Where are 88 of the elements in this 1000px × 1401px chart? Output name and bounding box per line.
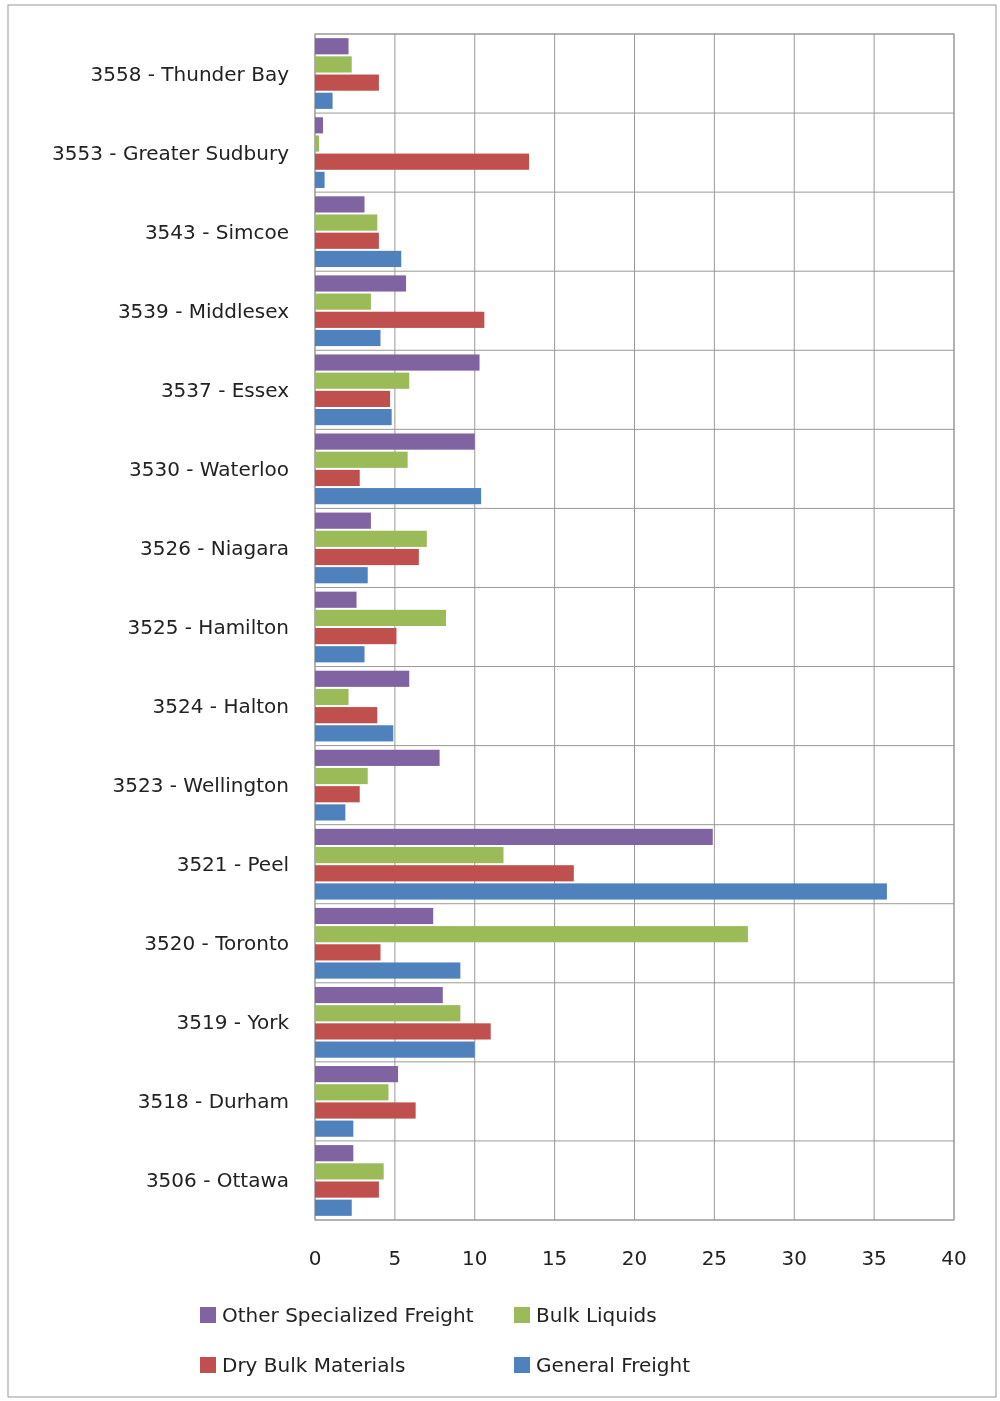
bar bbox=[315, 451, 408, 468]
bar bbox=[315, 926, 748, 943]
bar bbox=[315, 907, 434, 925]
legend-label: Other Specialized Freight bbox=[222, 1303, 474, 1327]
bar bbox=[315, 767, 368, 785]
y-tick-label: 3525 - Hamilton bbox=[127, 615, 289, 639]
y-tick-label: 3524 - Halton bbox=[152, 694, 289, 719]
bar bbox=[315, 1102, 416, 1119]
bar bbox=[315, 293, 371, 310]
bar bbox=[315, 1023, 491, 1040]
legend-label: General Freight bbox=[536, 1353, 691, 1377]
bar bbox=[315, 512, 371, 529]
bar bbox=[315, 117, 323, 134]
x-tick-label: 15 bbox=[541, 1246, 568, 1270]
x-tick-label: 40 bbox=[941, 1246, 967, 1270]
bar bbox=[315, 670, 410, 687]
bar bbox=[315, 38, 349, 55]
bar bbox=[315, 74, 379, 91]
bar bbox=[315, 329, 381, 347]
bar bbox=[315, 1005, 461, 1022]
bar bbox=[315, 804, 346, 821]
bar bbox=[315, 171, 325, 188]
x-tick-label: 5 bbox=[388, 1246, 402, 1270]
bar bbox=[315, 1066, 399, 1083]
bar bbox=[315, 1041, 475, 1058]
legend-label: Bulk Liquids bbox=[536, 1303, 657, 1327]
bar bbox=[315, 962, 461, 979]
bar bbox=[315, 567, 368, 584]
y-tick-label: 3543 - Simcoe bbox=[144, 219, 289, 244]
bar bbox=[315, 749, 440, 766]
bar bbox=[315, 135, 319, 152]
bar bbox=[315, 1181, 379, 1198]
y-tick-label: 3553 - Greater Sudbury bbox=[52, 140, 290, 165]
bar bbox=[315, 944, 381, 961]
legend-label: Dry Bulk Materials bbox=[222, 1353, 406, 1377]
bar bbox=[315, 214, 378, 231]
bar bbox=[315, 1199, 352, 1216]
bar bbox=[315, 232, 379, 249]
x-tick-label: 25 bbox=[701, 1246, 728, 1270]
bar bbox=[315, 1163, 384, 1180]
y-tick-label: 3519 - York bbox=[176, 1010, 290, 1035]
x-tick-label: 30 bbox=[781, 1246, 807, 1270]
y-tick-label: 3518 - Durham bbox=[137, 1089, 289, 1114]
bar bbox=[315, 986, 443, 1004]
bar bbox=[315, 1120, 354, 1137]
bar bbox=[315, 865, 574, 882]
x-tick-label: 10 bbox=[462, 1246, 488, 1270]
bar bbox=[315, 433, 475, 450]
x-tick-label: 0 bbox=[308, 1246, 322, 1270]
y-tick-label: 3506 - Ottawa bbox=[145, 1168, 289, 1193]
bar bbox=[315, 408, 392, 426]
bar bbox=[315, 883, 887, 900]
x-tick-label: 35 bbox=[861, 1246, 887, 1270]
bar bbox=[315, 591, 357, 608]
bar bbox=[315, 354, 480, 371]
y-tick-label: 3558 - Thunder Bay bbox=[90, 61, 290, 86]
bar bbox=[315, 1084, 389, 1101]
y-tick-label: 3520 - Toronto bbox=[144, 931, 289, 956]
y-tick-label: 3526 - Niagara bbox=[139, 535, 289, 560]
bar bbox=[315, 311, 485, 328]
bar bbox=[315, 609, 446, 626]
y-tick-label: 3521 - Peel bbox=[176, 852, 289, 877]
bar bbox=[315, 250, 402, 268]
bar bbox=[315, 828, 713, 846]
bar bbox=[315, 786, 360, 803]
x-tick-label: 20 bbox=[621, 1246, 648, 1270]
y-tick-label: 3523 - Wellington bbox=[112, 773, 289, 798]
bar bbox=[315, 688, 349, 706]
bar bbox=[315, 548, 419, 566]
bar bbox=[315, 390, 391, 407]
y-tick-label: 3530 - Waterloo bbox=[129, 456, 289, 481]
bar bbox=[315, 92, 333, 109]
bar bbox=[315, 707, 378, 724]
bar bbox=[315, 56, 352, 73]
bar bbox=[315, 488, 482, 505]
bar bbox=[315, 847, 504, 864]
bar bbox=[315, 646, 365, 663]
bar bbox=[315, 530, 427, 547]
y-tick-label: 3539 - Middlesex bbox=[117, 298, 290, 323]
bar bbox=[315, 275, 407, 292]
bar bbox=[315, 372, 410, 389]
bar bbox=[315, 196, 365, 213]
y-tick-label: 3537 - Essex bbox=[160, 377, 290, 402]
bar bbox=[315, 153, 530, 170]
bar bbox=[315, 469, 360, 487]
bar bbox=[315, 1145, 354, 1162]
bar bbox=[315, 725, 394, 742]
bar bbox=[315, 628, 397, 645]
